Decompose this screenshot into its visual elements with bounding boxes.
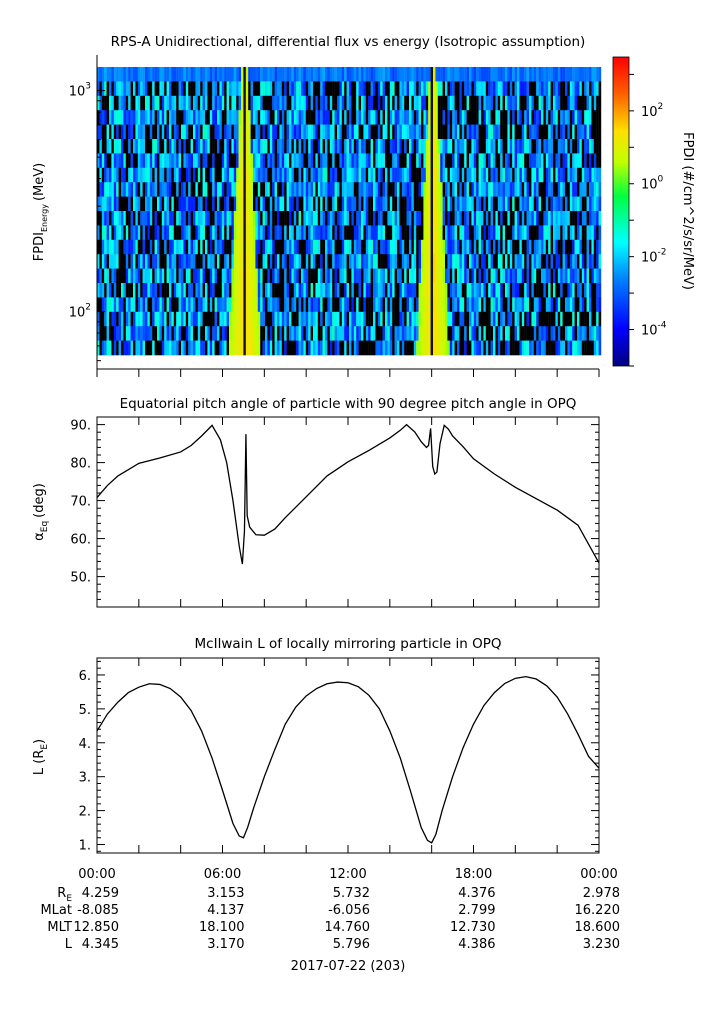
mcilwain-l-panel: McIlwain L of locally mirroring particle…: [32, 636, 600, 854]
time-tick-label-2: 12:00: [329, 867, 366, 882]
pitch-angle-y-tick-label-1: 60.: [70, 533, 91, 548]
colorbar-tick-label-0: 102: [641, 102, 663, 120]
colorbar-label: FPDI (#/cm^2/s/sr/MeV): [680, 132, 695, 290]
pitch-angle-panel: Equatorial pitch angle of particle with …: [32, 396, 600, 608]
ephemeris-value-0-4: 2.978: [583, 886, 620, 901]
pitch-angle-title: Equatorial pitch angle of particle with …: [120, 396, 577, 412]
date-label: 2017-07-22 (203): [291, 959, 406, 974]
pitch-angle-y-tick-label-4: 90.: [70, 419, 91, 434]
ephemeris-table: RE 4.259 3.153 5.732 4.376 2.978 MLat -8.085 4.1…: [40, 886, 620, 952]
spectrogram-panel: RPS-A Unidirectional, differential flux …: [32, 34, 695, 377]
colorbar-tick-label-2: 10-2: [641, 248, 667, 266]
ephemeris-value-3-2: 5.796: [333, 937, 370, 952]
mcilwain-l-y-tick-label-2: 3.: [79, 771, 91, 786]
mcilwain-l-y-label: L (RE): [32, 739, 50, 775]
time-tick-label-0: 00:00: [78, 867, 115, 882]
time-axis-labels: 00:00 06:00 12:00 18:00 00:00: [78, 867, 617, 882]
ephemeris-row-label-3: L: [65, 937, 73, 952]
pitch-angle-frame: [96, 416, 600, 608]
mcilwain-l-y-tick-label-1: 2.: [79, 805, 91, 820]
spectrogram-y-tick-label-1: 103: [69, 82, 91, 100]
ephemeris-value-3-1: 3.170: [207, 937, 244, 952]
time-tick-label-4: 00:00: [580, 867, 617, 882]
mcilwain-l-y-tick-label-5: 6.: [79, 669, 91, 684]
mcilwain-l-y-tick-label-4: 5.: [79, 703, 91, 718]
pitch-angle-x-ticks: [96, 417, 600, 607]
ephemeris-value-0-1: 3.153: [207, 886, 244, 901]
ephemeris-value-2-2: 14.760: [325, 920, 371, 935]
pitch-angle-y-label: αEq(deg): [32, 483, 50, 541]
mcilwain-l-series-line: [96, 675, 600, 844]
ephemeris-value-2-4: 18.600: [575, 920, 621, 935]
ephemeris-value-1-1: 4.137: [207, 903, 244, 918]
ephemeris-value-0-2: 5.732: [333, 886, 370, 901]
ephemeris-value-2-3: 12.730: [450, 920, 496, 935]
mcilwain-l-x-ticks: [96, 658, 600, 853]
pitch-angle-y-tick-label-3: 80.: [70, 457, 91, 472]
ephemeris-value-2-1: 18.100: [199, 920, 245, 935]
ephemeris-value-1-0: -8.085: [77, 903, 119, 918]
colorbar: [612, 56, 630, 367]
mcilwain-l-y-ticks: 1. 2. 3. 4. 5. 6.: [79, 660, 599, 854]
colorbar-tick-label-3: 10-4: [641, 321, 667, 339]
mcilwain-l-frame: [96, 657, 600, 854]
ephemeris-value-0-0: 4.259: [82, 886, 119, 901]
pitch-angle-y-tick-label-0: 50.: [70, 571, 91, 586]
ephemeris-row-label-0: RE: [57, 886, 72, 904]
spectrogram-cells: [97, 67, 602, 356]
pitch-angle-series-line: [96, 423, 600, 565]
pitch-angle-y-ticks: 50. 60. 70. 80. 90.: [70, 416, 599, 608]
mcilwain-l-title: McIlwain L of locally mirroring particle…: [195, 636, 502, 652]
ephemeris-row-label-2: MLT: [47, 920, 72, 935]
spectrogram-y-ticks: 102 103: [69, 82, 105, 362]
ephemeris-value-1-2: -6.056: [328, 903, 370, 918]
ephemeris-value-1-4: 16.220: [575, 903, 621, 918]
ephemeris-value-0-3: 4.376: [458, 886, 495, 901]
ephemeris-value-3-0: 4.345: [82, 937, 119, 952]
spectrogram-y-label: FPDIEnergy(MeV): [32, 163, 49, 261]
ephemeris-row-label-1: MLat: [40, 903, 72, 918]
colorbar-tick-label-1: 100: [641, 175, 664, 193]
time-tick-label-1: 06:00: [204, 867, 241, 882]
colorbar-ticks: 102 100 10-2 10-4: [629, 73, 667, 367]
ephemeris-value-3-3: 4.386: [458, 937, 495, 952]
ephemeris-value-1-3: 2.799: [458, 903, 495, 918]
spectrogram-y-tick-label-0: 102: [69, 303, 91, 321]
ephemeris-value-3-4: 3.230: [583, 937, 620, 952]
time-tick-label-3: 18:00: [455, 867, 492, 882]
spectrogram-x-ticks: [96, 369, 600, 377]
pitch-angle-y-tick-label-2: 70.: [70, 495, 91, 510]
mcilwain-l-y-tick-label-3: 4.: [79, 737, 91, 752]
mcilwain-l-y-tick-label-0: 1.: [79, 839, 91, 854]
spectrogram-title: RPS-A Unidirectional, differential flux …: [111, 34, 586, 50]
ephemeris-value-2-0: 12.850: [74, 920, 120, 935]
